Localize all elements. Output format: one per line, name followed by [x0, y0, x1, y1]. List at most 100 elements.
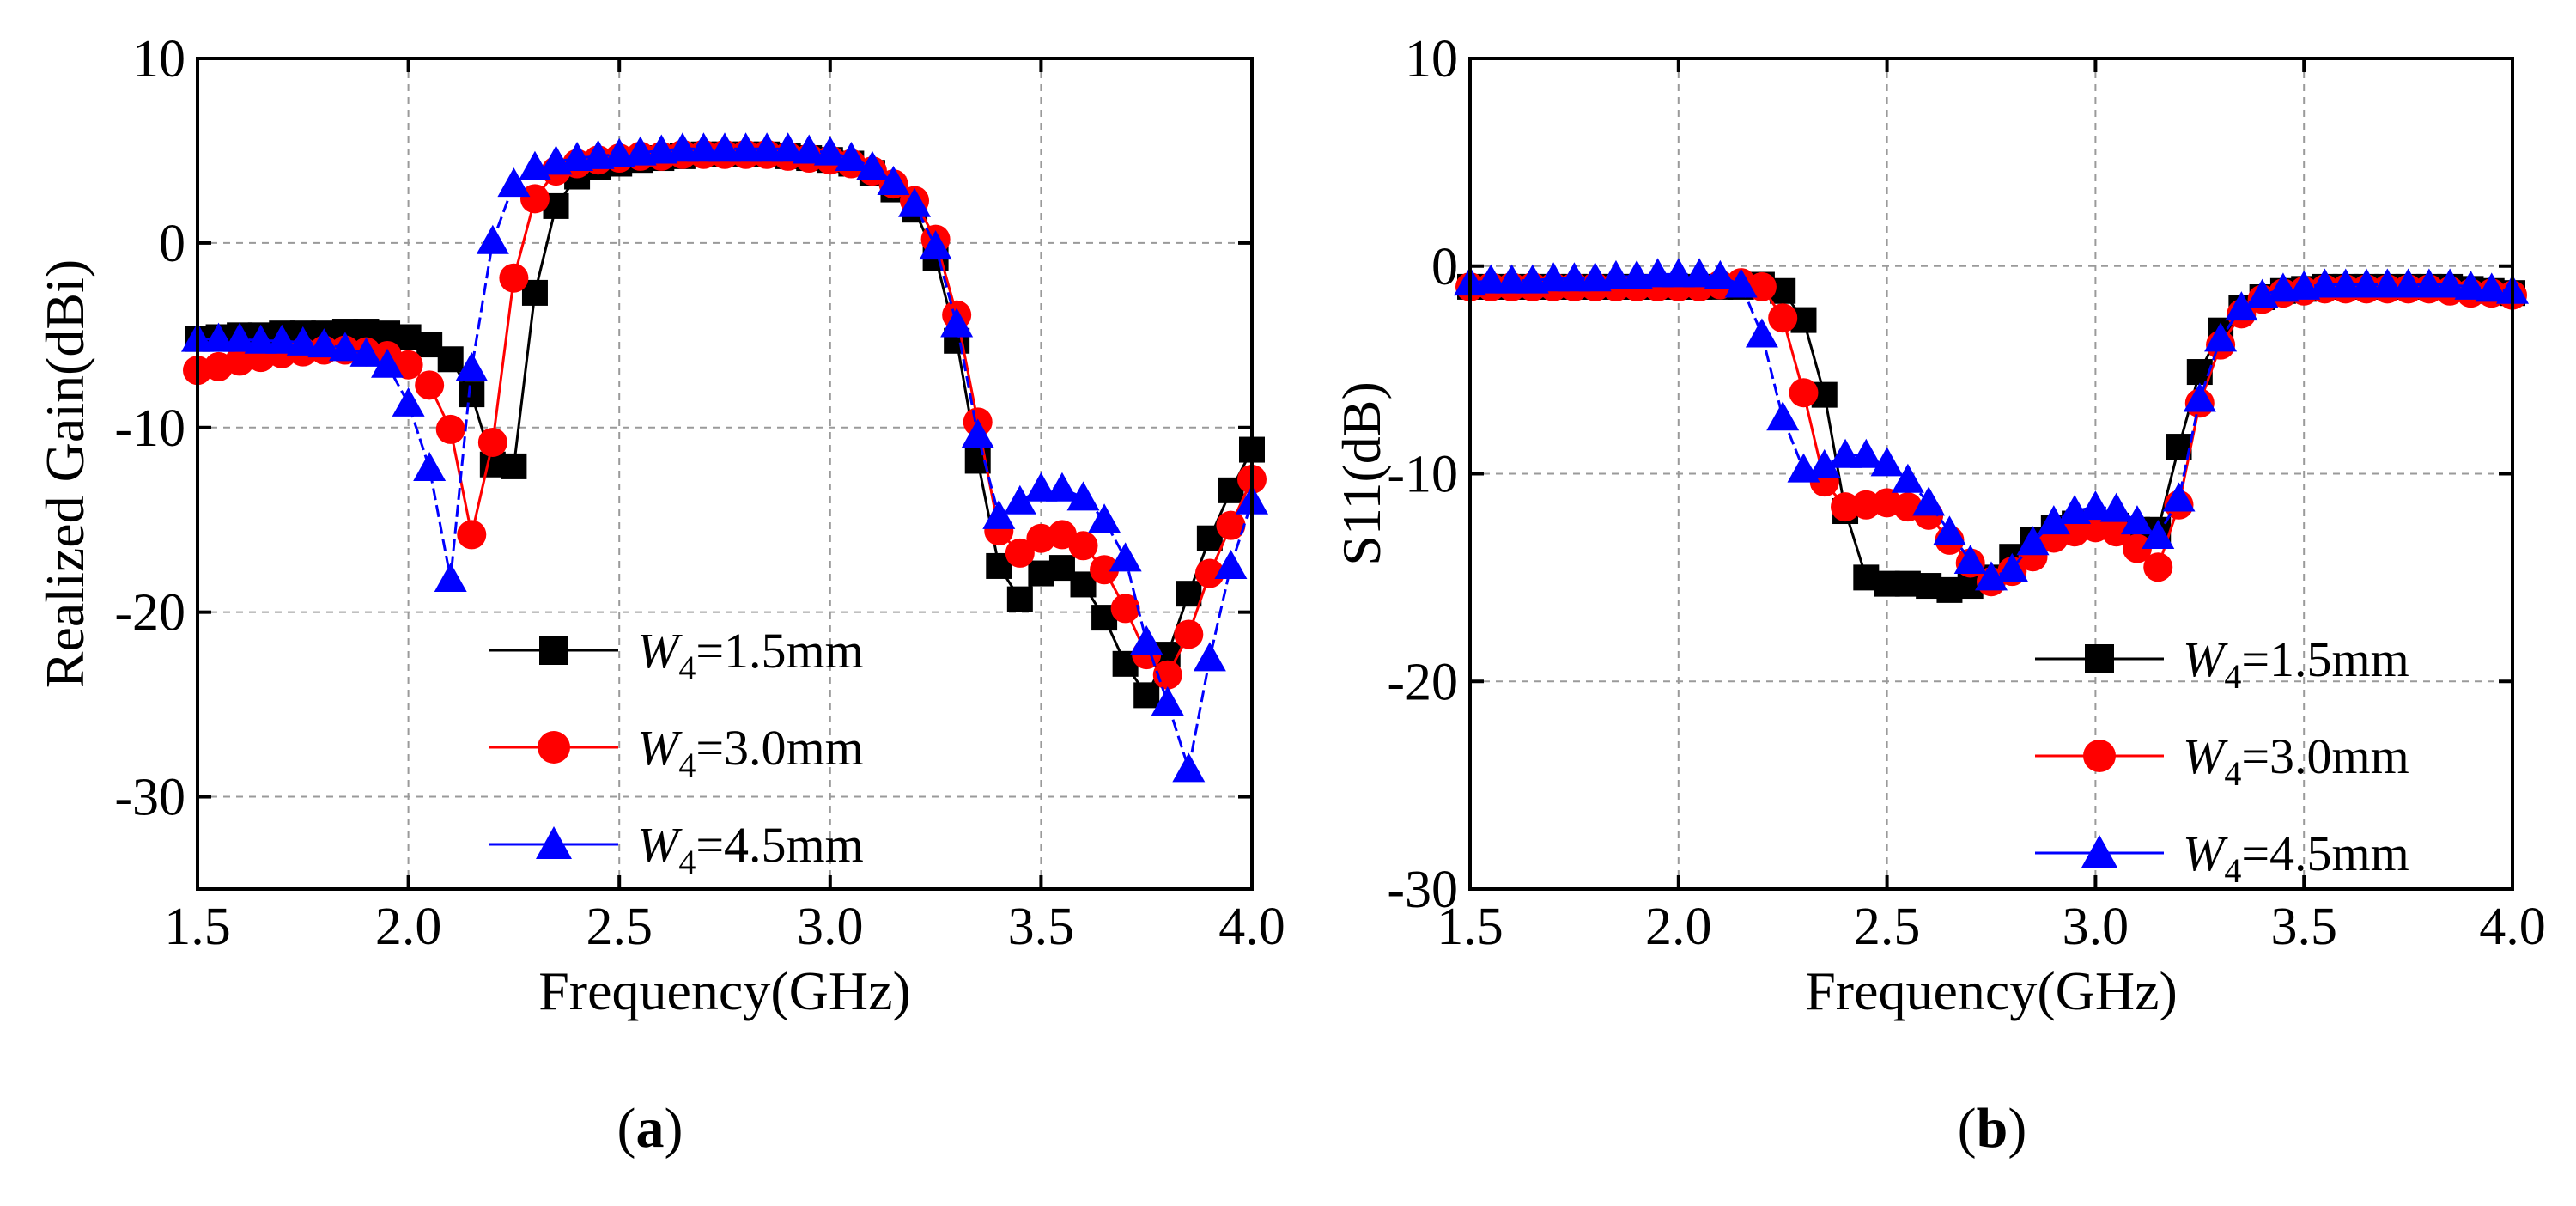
y-tick-label: -30	[1387, 861, 1458, 919]
data-point	[1766, 401, 1800, 431]
data-point	[2329, 268, 2362, 298]
y-tick-label: -20	[114, 584, 185, 643]
data-point	[223, 322, 257, 352]
x-tick-label: 3.0	[2063, 898, 2129, 956]
data-point	[2391, 268, 2425, 298]
data-point	[1495, 264, 1528, 294]
data-point	[2475, 272, 2508, 302]
data-point	[2120, 505, 2154, 535]
series-square	[1457, 271, 2525, 603]
data-point	[519, 184, 550, 214]
legend-label: W4=4.5mm	[2183, 825, 2409, 890]
data-point	[413, 452, 447, 482]
data-point	[877, 165, 910, 195]
data-point	[1745, 318, 1778, 348]
data-point	[1174, 619, 1204, 649]
data-point	[392, 387, 425, 417]
data-point	[1704, 259, 1737, 289]
data-point	[687, 132, 720, 162]
data-point	[1996, 552, 2029, 582]
legend-label: W4=1.5mm	[637, 623, 864, 687]
data-point	[2016, 526, 2050, 556]
x-tick-label: 2.5	[586, 898, 653, 956]
data-point	[813, 136, 847, 166]
data-point	[1090, 555, 1120, 585]
data-point	[729, 132, 762, 162]
series-triangle	[1454, 258, 2529, 591]
legend: W4=1.5mm W4=3.0mm W4=4.5mm	[2035, 631, 2409, 890]
y-axis-label: S11(dB)	[1331, 381, 1392, 566]
data-point	[455, 352, 489, 382]
data-point	[2433, 268, 2467, 298]
data-point	[2037, 505, 2070, 535]
legend-item: W4=1.5mm	[2035, 631, 2409, 696]
legend-marker	[2081, 835, 2117, 868]
data-point	[1829, 438, 1862, 468]
data-point	[1641, 258, 1674, 288]
data-point	[459, 381, 485, 408]
legend-item: W4=3.0mm	[2035, 728, 2409, 793]
x-tick-label: 3.5	[2270, 898, 2337, 956]
data-point	[1176, 581, 1202, 607]
x-tick-label: 2.5	[1854, 898, 1921, 956]
data-point	[1194, 558, 1224, 588]
data-point	[2122, 533, 2152, 563]
y-axis-label: Realized Gain(dBi)	[34, 259, 95, 688]
data-point	[2079, 490, 2112, 521]
data-point	[1193, 642, 1226, 672]
data-point	[202, 322, 235, 352]
plot-frame	[196, 57, 1254, 891]
data-point	[1683, 258, 1716, 288]
data-point	[476, 224, 509, 254]
data-point	[2142, 520, 2175, 550]
data-point	[244, 324, 277, 354]
data-point	[1003, 484, 1036, 515]
data-point	[1151, 685, 1184, 716]
x-tick-label: 2.0	[1645, 898, 1712, 956]
chart-panel-b: 1.5 2.0 2.5 3.0 3.5 4.0 10 0 -10 -20 -30 Frequency(…	[1331, 30, 2546, 1160]
data-point	[437, 346, 464, 373]
data-point	[1088, 503, 1121, 533]
data-point	[307, 328, 341, 358]
data-point	[1133, 682, 1160, 709]
data-point	[1068, 531, 1098, 561]
data-point	[501, 453, 527, 479]
data-point	[415, 370, 445, 400]
data-point	[1768, 303, 1798, 333]
data-point	[1214, 549, 1248, 579]
data-point	[708, 132, 741, 162]
data-point	[1110, 594, 1140, 624]
y-tick-label: -10	[1387, 446, 1458, 504]
data-point	[499, 263, 529, 293]
data-point	[1537, 262, 1571, 292]
legend-marker	[2085, 644, 2114, 673]
x-tick-label: 2.0	[375, 898, 442, 956]
series-circle	[1455, 268, 2527, 597]
data-point	[1006, 586, 1033, 612]
series-line	[1470, 283, 2513, 592]
y-tick-label: 0	[1431, 238, 1458, 296]
x-axis-label: Frequency(GHz)	[1805, 960, 2178, 1021]
legend-label: W4=3.0mm	[637, 720, 864, 784]
series-line	[1470, 281, 2513, 584]
data-point	[982, 499, 1016, 529]
panel-label: (b)	[1958, 1097, 2027, 1160]
data-point	[1933, 515, 1966, 545]
data-point	[1474, 264, 1508, 294]
data-point	[265, 324, 299, 354]
legend-marker	[538, 731, 570, 764]
data-point	[1662, 258, 1695, 288]
data-point	[940, 308, 974, 338]
x-tick-label: 3.0	[797, 898, 864, 956]
data-point	[1599, 259, 1632, 289]
data-point	[835, 142, 868, 172]
data-point	[2308, 268, 2342, 298]
y-tick-label: -10	[114, 399, 185, 458]
data-point	[2350, 268, 2384, 298]
legend-item: W4=1.5mm	[489, 623, 864, 687]
data-point	[393, 350, 423, 380]
data-point	[2225, 291, 2258, 321]
data-point	[2183, 382, 2216, 412]
data-point	[349, 337, 383, 367]
data-point	[961, 418, 994, 448]
